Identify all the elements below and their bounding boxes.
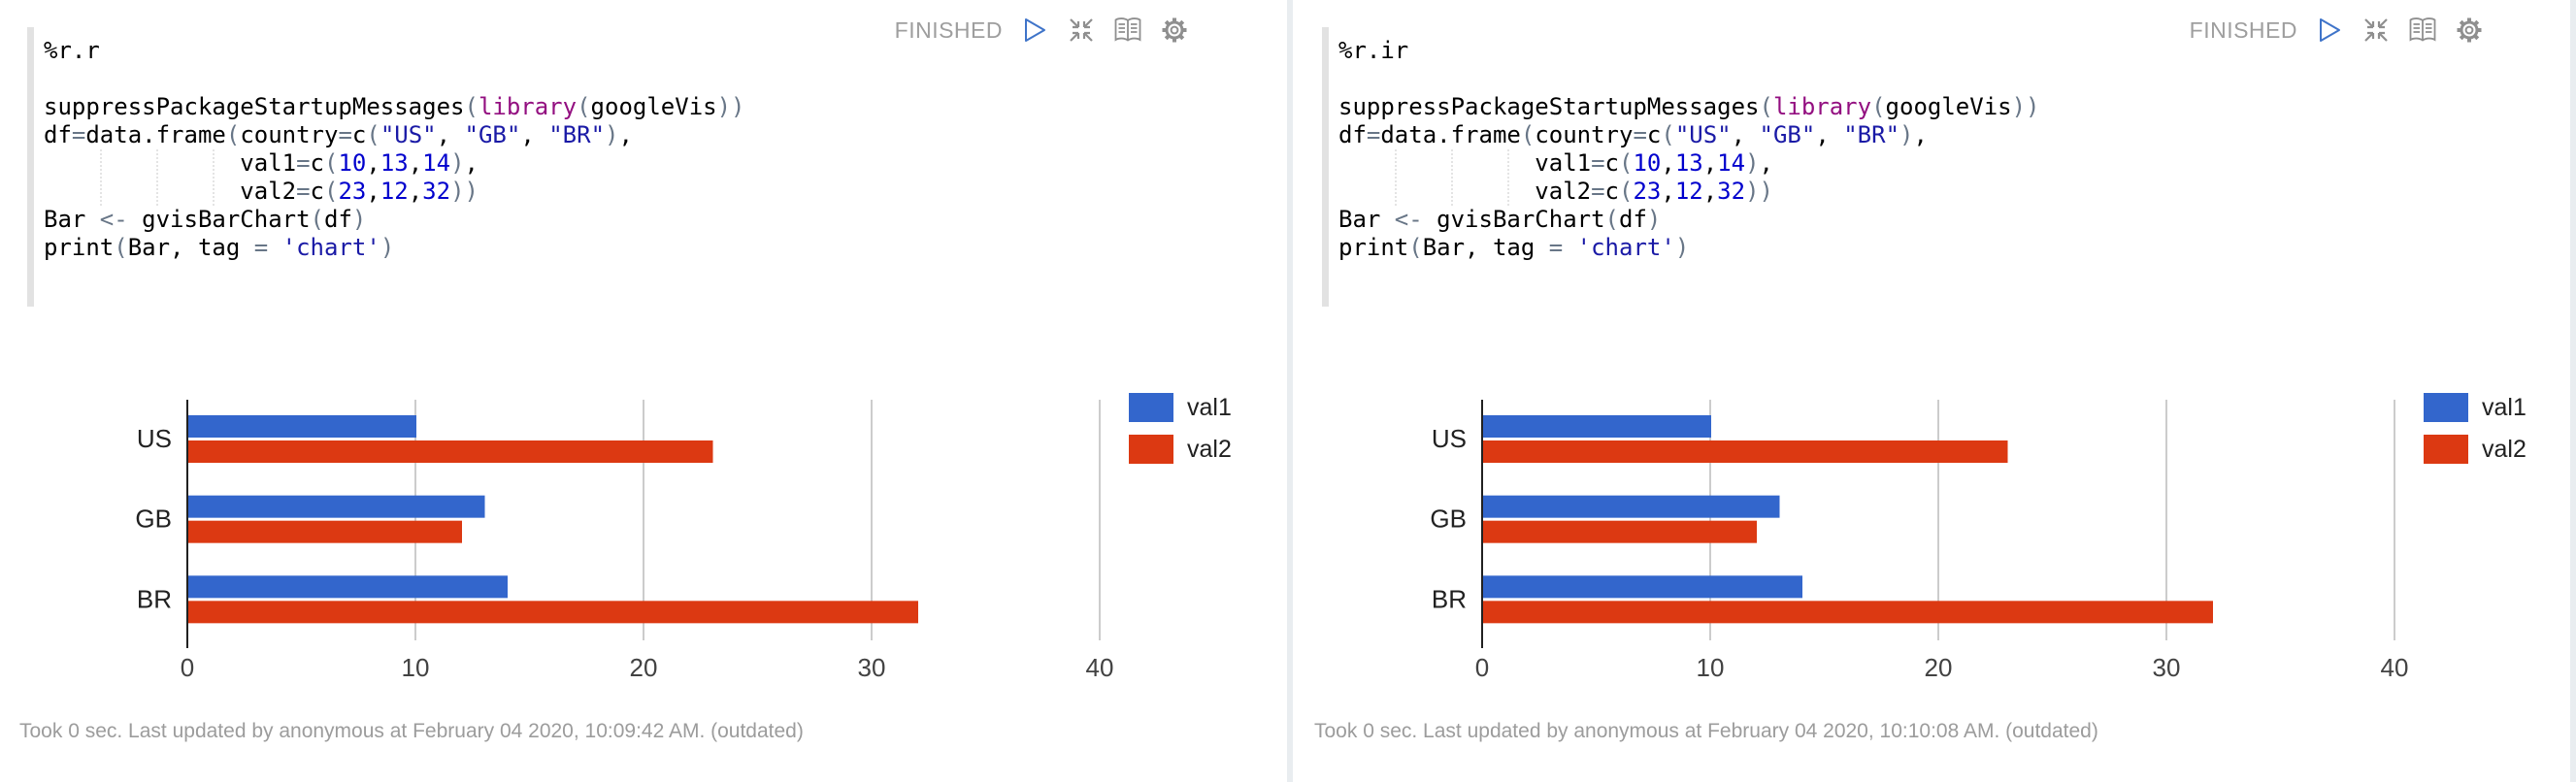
gear-icon[interactable] bbox=[1160, 16, 1189, 45]
x-tick-label: 40 bbox=[2381, 653, 2409, 682]
bar-val2-BR bbox=[1483, 601, 2213, 624]
bar-val1-US bbox=[1483, 415, 1711, 438]
notebook-paragraph: FINISHED bbox=[0, 0, 1281, 782]
x-tick-label: 40 bbox=[1086, 653, 1114, 682]
code-editor[interactable]: %r.ir suppressPackageStartupMessages(lib… bbox=[1322, 27, 2508, 307]
code-line: %r.ir bbox=[1338, 37, 1409, 64]
bar-val2-US bbox=[188, 440, 713, 463]
category-label: GB bbox=[135, 505, 172, 534]
bar-val2-GB bbox=[1483, 520, 1757, 543]
code-line: Bar <- gvisBarChart(df) bbox=[1338, 206, 1662, 233]
book-icon[interactable] bbox=[2408, 16, 2437, 45]
code-line: df=data.frame(country=c("US", "GB", "BR"… bbox=[44, 121, 633, 148]
bar-chart-result: 0 10 20 30 40 US GB BR val1 val2 bbox=[71, 374, 1284, 689]
code-line: val1=c(10,13,14), bbox=[1338, 149, 1773, 177]
code-line: suppressPackageStartupMessages(library(g… bbox=[1338, 93, 2040, 120]
bar-val1-GB bbox=[188, 495, 485, 518]
legend-swatch-val1 bbox=[1129, 393, 1173, 422]
status-badge: FINISHED bbox=[894, 16, 1003, 43]
legend-swatch-val2 bbox=[2424, 435, 2468, 464]
category-label: US bbox=[1432, 424, 1467, 453]
legend-swatch-val1 bbox=[2424, 393, 2468, 422]
paragraph-footer: Took 0 sec. Last updated by anonymous at… bbox=[19, 720, 804, 742]
bar-chart-result: 0 10 20 30 40 US GB BR val1 val2 bbox=[1366, 374, 2576, 689]
code-line: df=data.frame(country=c("US", "GB", "BR"… bbox=[1338, 121, 1928, 148]
category-label: BR bbox=[1432, 584, 1467, 613]
book-icon[interactable] bbox=[1113, 16, 1142, 45]
run-icon[interactable] bbox=[1020, 16, 1049, 45]
code-line: val2=c(23,12,32)) bbox=[1338, 178, 1773, 205]
indent-guide bbox=[213, 149, 215, 206]
indent-guide bbox=[1507, 149, 1509, 206]
x-tick-label: 0 bbox=[1475, 653, 1489, 682]
legend-swatch-val2 bbox=[1129, 435, 1173, 464]
indent-guide bbox=[1451, 149, 1453, 206]
code-line bbox=[44, 65, 1213, 93]
category-label: GB bbox=[1430, 505, 1467, 534]
bar-chart-svg: 0 10 20 30 40 US GB BR val1 val2 bbox=[1430, 393, 2526, 682]
code-editor[interactable]: %r.r suppressPackageStartupMessages(libr… bbox=[27, 27, 1213, 307]
paragraph-divider bbox=[2570, 0, 2576, 782]
code-line bbox=[1338, 65, 2508, 93]
category-label: US bbox=[137, 424, 172, 453]
x-tick-label: 30 bbox=[2153, 653, 2181, 682]
gear-icon[interactable] bbox=[2455, 16, 2484, 45]
legend-label: val2 bbox=[1187, 436, 1232, 463]
paragraph-status-bar: FINISHED bbox=[2190, 16, 2484, 45]
code-line: val2=c(23,12,32)) bbox=[44, 178, 479, 205]
notebook-paragraph: FINISHED bbox=[1295, 0, 2576, 782]
paragraph-divider bbox=[1287, 0, 1293, 782]
run-icon[interactable] bbox=[2315, 16, 2344, 45]
bar-val1-BR bbox=[1483, 575, 1802, 599]
collapse-icon[interactable] bbox=[2361, 16, 2391, 45]
x-tick-label: 10 bbox=[1697, 653, 1725, 682]
category-label: BR bbox=[137, 584, 172, 613]
code-line: print(Bar, tag = 'chart') bbox=[1338, 234, 1690, 261]
code-line: suppressPackageStartupMessages(library(g… bbox=[44, 93, 745, 120]
indent-guide bbox=[100, 149, 102, 206]
x-tick-label: 0 bbox=[181, 653, 194, 682]
code-line: val1=c(10,13,14), bbox=[44, 149, 479, 177]
bar-val2-GB bbox=[188, 520, 462, 543]
paragraph-footer: Took 0 sec. Last updated by anonymous at… bbox=[1314, 720, 2098, 742]
code-line: print(Bar, tag = 'chart') bbox=[44, 234, 395, 261]
bar-val2-BR bbox=[188, 601, 918, 624]
x-tick-label: 30 bbox=[858, 653, 886, 682]
code-line: Bar <- gvisBarChart(df) bbox=[44, 206, 367, 233]
x-tick-label: 20 bbox=[1925, 653, 1953, 682]
x-tick-label: 10 bbox=[402, 653, 430, 682]
bar-val1-US bbox=[188, 415, 416, 438]
collapse-icon[interactable] bbox=[1067, 16, 1096, 45]
legend-label: val1 bbox=[1187, 394, 1232, 421]
paragraph-status-bar: FINISHED bbox=[895, 16, 1189, 45]
bar-val1-BR bbox=[188, 575, 508, 599]
code-line: %r.r bbox=[44, 37, 100, 64]
status-badge: FINISHED bbox=[2189, 16, 2297, 43]
bar-val1-GB bbox=[1483, 495, 1780, 518]
legend-label: val1 bbox=[2482, 394, 2526, 421]
bar-val2-US bbox=[1483, 440, 2008, 463]
legend-label: val2 bbox=[2482, 436, 2526, 463]
indent-guide bbox=[1395, 149, 1397, 206]
bar-chart-svg: 0 10 20 30 40 US GB BR val1 val2 bbox=[135, 393, 1232, 682]
x-tick-label: 20 bbox=[630, 653, 658, 682]
indent-guide bbox=[156, 149, 158, 206]
